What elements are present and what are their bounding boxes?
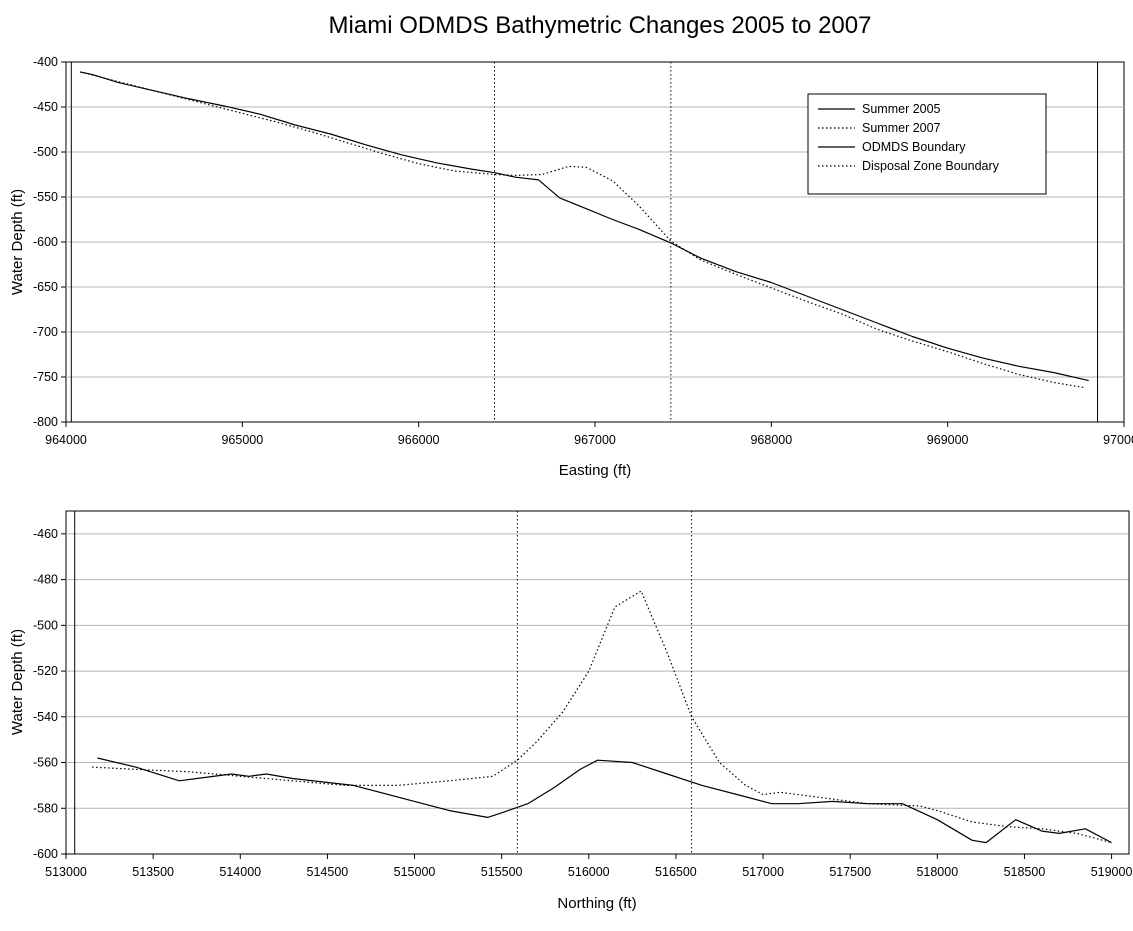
x-tick-label: 518000: [916, 865, 958, 879]
y-tick-label: -450: [33, 100, 58, 114]
y-tick-label: -580: [33, 801, 58, 815]
plot-frame: [65, 510, 1130, 855]
x-tick-label: 516500: [655, 865, 697, 879]
x-tick-label: 513500: [132, 865, 174, 879]
y-tick-label: -600: [33, 235, 58, 249]
x-tick-label: 515000: [394, 865, 436, 879]
y-axis-label: Water Depth (ft): [9, 629, 26, 735]
x-tick-label: 514500: [307, 865, 349, 879]
northing-plot-content: -600 -580 -560 -540 -520 -500 -480 -460 513000 51…: [33, 511, 1133, 879]
y-tick-label: -480: [33, 573, 58, 587]
y-tick-label: -700: [33, 325, 58, 339]
x-tick-label: 519000: [1091, 865, 1133, 879]
legend-box: [807, 93, 1047, 195]
y-axis-label: Water Depth (ft): [9, 189, 26, 295]
x-tick-label: 518500: [1004, 865, 1046, 879]
legend-entries: Summer 2005 Summer 2007 ODMDS Boundary Disp…: [818, 102, 1000, 173]
summer-2005-line: [79, 71, 1089, 382]
y-tick-label: -400: [33, 55, 58, 69]
y-tick-label: -500: [33, 618, 58, 632]
x-tick-label: 967000: [574, 433, 616, 447]
x-tick-label: 514000: [219, 865, 261, 879]
chart-title: Miami ODMDS Bathymetric Changes 2005 to …: [329, 12, 872, 39]
x-tick-label: 513000: [45, 865, 87, 879]
y-tick-label: -540: [33, 710, 58, 724]
y-tick-label: -650: [33, 280, 58, 294]
x-tick-label: 966000: [398, 433, 440, 447]
summer-2007-line: [92, 590, 1112, 844]
legend-label: ODMDS Boundary: [862, 140, 966, 154]
x-tick-label: 515500: [481, 865, 523, 879]
y-tick-label: -500: [33, 145, 58, 159]
y-tick-label: -560: [33, 756, 58, 770]
x-tick-label: 970000: [1103, 433, 1133, 447]
y-tick-label: -460: [33, 527, 58, 541]
x-tick-label: 968000: [750, 433, 792, 447]
y-tick-label: -520: [33, 664, 58, 678]
x-tick-label: 517500: [829, 865, 871, 879]
legend-label: Disposal Zone Boundary: [862, 159, 1000, 173]
x-axis-label: Northing (ft): [557, 895, 636, 912]
x-tick-label: 517000: [742, 865, 784, 879]
legend-label: Summer 2007: [862, 121, 941, 135]
x-tick-label: 969000: [927, 433, 969, 447]
legend: Summer 2005 Summer 2007 ODMDS Boundary Disp…: [807, 93, 1047, 195]
y-tick-label: -750: [33, 370, 58, 384]
northing-plot: Northing (ft) Water Depth (ft) -600-580-…: [9, 510, 1133, 912]
x-axis-label: Easting (ft): [559, 462, 632, 479]
y-tick-label: -550: [33, 190, 58, 204]
legend-label: Summer 2005: [862, 102, 941, 116]
summer-2007-line: [79, 71, 1086, 389]
y-tick-label: -800: [33, 415, 58, 429]
x-tick-label: 964000: [45, 433, 87, 447]
x-tick-label: 516000: [568, 865, 610, 879]
x-tick-label: 965000: [221, 433, 263, 447]
summer-2005-line: [97, 757, 1112, 844]
y-tick-label: -600: [33, 847, 58, 861]
